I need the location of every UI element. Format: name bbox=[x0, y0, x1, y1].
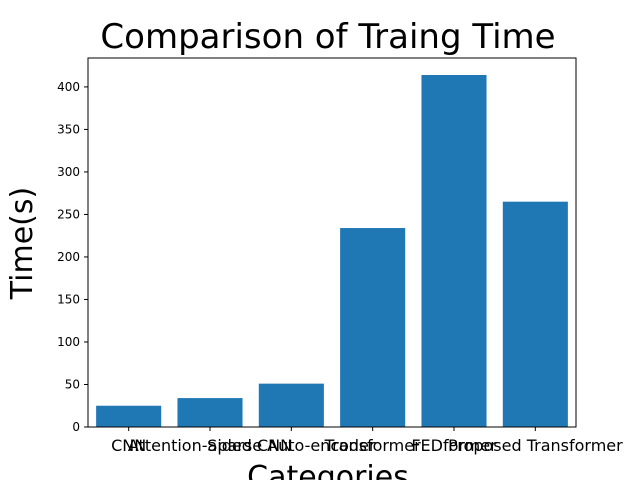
plot-frame bbox=[87, 57, 577, 428]
x-tick-label: Proposed Transformer bbox=[448, 436, 623, 455]
bar bbox=[96, 405, 162, 427]
bar bbox=[421, 75, 487, 427]
x-tick-label: Attention-aided CNN bbox=[128, 436, 292, 455]
y-tick-label: 350 bbox=[57, 122, 80, 136]
y-axis-label: Time(s) bbox=[5, 187, 40, 300]
bar bbox=[177, 398, 243, 427]
bar bbox=[502, 201, 568, 427]
y-tick-label: 300 bbox=[57, 165, 80, 179]
y-tick-label: 400 bbox=[57, 80, 80, 94]
y-tick-label: 100 bbox=[57, 335, 80, 349]
bar bbox=[258, 383, 324, 427]
x-tick-label: CNN bbox=[111, 436, 146, 455]
chart-title: Comparison of Traing Time bbox=[100, 17, 555, 57]
y-tick-label: 250 bbox=[57, 207, 80, 221]
y-tick-label: 50 bbox=[65, 377, 80, 391]
y-tick-label: 0 bbox=[72, 420, 80, 434]
x-axis-label: Categories bbox=[247, 460, 409, 480]
x-tick-label: Sparse Auto-encoder bbox=[207, 436, 376, 455]
y-tick-label: 150 bbox=[57, 292, 80, 306]
x-tick-label: Transformer bbox=[324, 436, 421, 455]
y-tick-label: 200 bbox=[57, 250, 80, 264]
x-tick-label: FEDformer bbox=[411, 436, 497, 455]
bar bbox=[340, 228, 406, 427]
